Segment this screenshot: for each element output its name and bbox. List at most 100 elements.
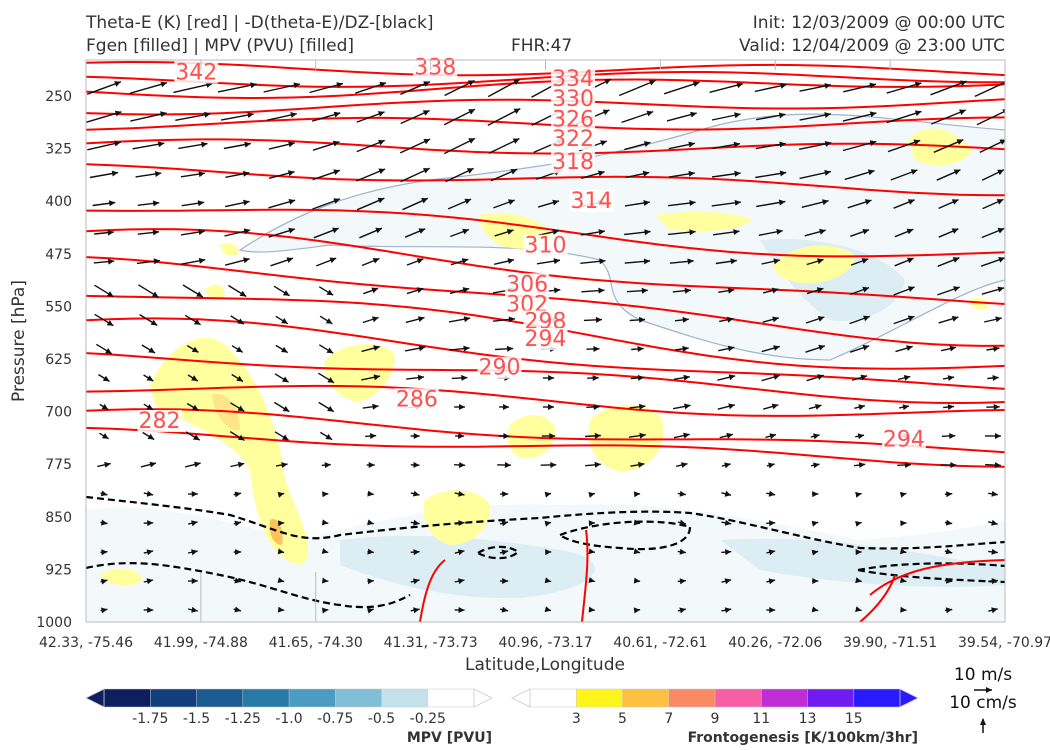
wind-vector-head: [106, 291, 114, 297]
theta-e-label: 294: [525, 327, 567, 352]
wind-vector-head: [679, 519, 686, 526]
wind-vector-head: [146, 490, 154, 497]
y-tick-label: 250: [45, 89, 72, 105]
wind-vector-head: [513, 79, 520, 85]
colorbar-swatch: [529, 688, 578, 708]
wind-vector-head: [281, 462, 288, 468]
wind-vector-head: [193, 319, 201, 325]
colorbar-swatch: [761, 688, 809, 708]
wind-vector: [618, 79, 656, 97]
wind-vector-head: [903, 375, 911, 381]
wind-vector-head: [191, 606, 198, 613]
wind-vector: [129, 82, 168, 94]
wind-vector-head: [899, 491, 907, 498]
wind-vector-head: [863, 315, 870, 322]
wind-vector-head: [769, 520, 776, 527]
wind-vector-head: [160, 81, 167, 88]
wind-vector-head: [372, 258, 380, 264]
x-tick-label: 39.54, -70.97: [958, 635, 1050, 651]
wind-vector-head: [198, 229, 205, 235]
theta-e-label-bg: [477, 356, 522, 379]
theta-e-contour: [86, 116, 1005, 131]
mpv-colorbar-right-arrow: [473, 688, 493, 708]
wind-vector-head: [237, 461, 245, 468]
theta-e-label: 330: [552, 87, 594, 112]
colorbar-swatch: [714, 688, 763, 708]
fgen-fill-region: [423, 490, 491, 545]
wind-vector-head: [418, 345, 426, 352]
wind-vector-head: [282, 376, 289, 383]
x-tick-label: 40.61, -72.61: [613, 635, 707, 651]
x-axis-label: Latitude,Longitude: [465, 655, 625, 675]
wind-vector-head: [544, 577, 552, 584]
wind-vector-head: [423, 81, 430, 87]
colorbar-swatch: [381, 688, 429, 708]
wind-vector-head: [818, 344, 825, 351]
wind-vector-head: [421, 198, 428, 204]
wind-vector-head: [234, 520, 241, 527]
wind-vector-head: [242, 170, 250, 177]
wind-vector-head: [689, 200, 696, 206]
wind-vector-head: [277, 491, 285, 498]
wind-vector-head: [945, 548, 953, 555]
wind-vector-head: [637, 374, 645, 381]
wind-vector-head: [914, 110, 922, 117]
x-axis-ticks: 42.33, -75.46 41.99, -74.88 41.65, -74.30 4…: [39, 60, 1050, 651]
wind-vector-head: [855, 606, 862, 612]
wind-vector-head: [592, 375, 599, 381]
wind-vector-head: [682, 345, 689, 352]
wind-vector-head: [734, 199, 741, 206]
wind-vector-head: [507, 258, 514, 264]
colorbar-tick-label: -1.25: [225, 711, 261, 727]
fgen-colorbar: 3 5 7 9 11 13 15 Frontogenesis [K/100km/3hr]: [511, 688, 919, 746]
wind-vector-head: [946, 577, 953, 584]
wind-vector-head: [503, 404, 509, 410]
wind-vector-head: [643, 200, 650, 206]
wind-vector-head: [771, 403, 779, 410]
wind-vector-head: [461, 258, 469, 264]
wind-vector-head: [724, 578, 732, 585]
wind-vector-head: [502, 491, 509, 497]
wind-vector-head: [461, 374, 468, 381]
wind-vector-head: [367, 548, 374, 555]
colorbar-tick-label: -0.75: [317, 711, 353, 727]
wind-vector-head: [462, 287, 470, 293]
theta-e-label-bg: [505, 273, 550, 296]
theta-e-label-bg: [394, 388, 439, 411]
wind-vector-head: [105, 348, 112, 354]
theta-e-label-bg: [551, 128, 596, 151]
theta-e-label: 322: [552, 127, 594, 152]
wind-vector-head: [900, 520, 907, 527]
y-tick-label: 550: [45, 299, 72, 315]
wind-vector-head: [947, 404, 954, 410]
mpv-colorbar-left-arrow: [85, 688, 105, 708]
wind-vector-head: [991, 578, 998, 585]
wind-vector-head: [423, 138, 431, 145]
wind-vector-head: [907, 199, 915, 205]
wind-vector-head: [861, 258, 869, 264]
wind-vector-head: [198, 171, 205, 178]
wind-vector-head: [278, 520, 285, 527]
wind-vector-head: [689, 229, 696, 236]
wind-vector-head: [858, 462, 866, 468]
wind-vector-head: [824, 169, 831, 176]
wind-vector-head: [633, 607, 641, 614]
wind-vector-head: [326, 289, 334, 296]
wind-vector-head: [594, 432, 601, 439]
wind-vector-head: [998, 257, 1005, 263]
wind-vector: [217, 83, 257, 93]
wind-vector-head: [370, 433, 377, 439]
wind-vector-head: [727, 316, 734, 323]
wind-vector-head: [237, 318, 244, 325]
wind-vector-head: [855, 549, 862, 556]
wind-vector-head: [236, 346, 243, 353]
wind-vector-head: [991, 607, 998, 614]
wind-vector-head: [373, 345, 380, 351]
wind-vector-head: [467, 80, 475, 86]
wind-vector-head: [956, 139, 964, 145]
wind-vector-head: [152, 200, 160, 207]
theta-e-label-bg: [523, 310, 568, 333]
wind-vector-head: [904, 462, 911, 468]
wind-vector-head: [552, 229, 559, 235]
ddz-contour: [86, 562, 411, 609]
